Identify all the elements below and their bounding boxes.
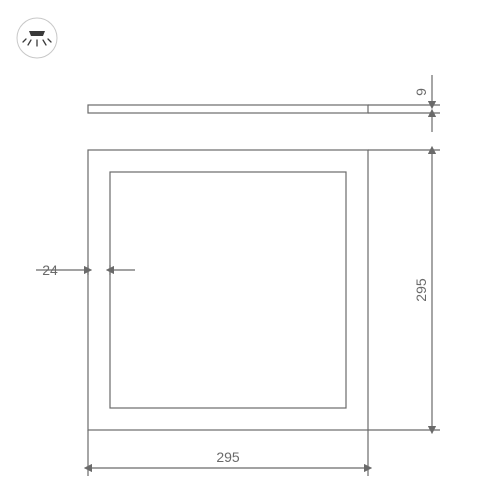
dim-thickness-label: 9 (413, 88, 429, 96)
dim-height-label: 295 (413, 278, 429, 302)
dim-frame-label: 24 (42, 262, 58, 278)
side-view (88, 105, 368, 113)
light-icon (17, 18, 57, 58)
dim-width-label: 295 (216, 449, 240, 465)
panel-inner (110, 172, 346, 408)
